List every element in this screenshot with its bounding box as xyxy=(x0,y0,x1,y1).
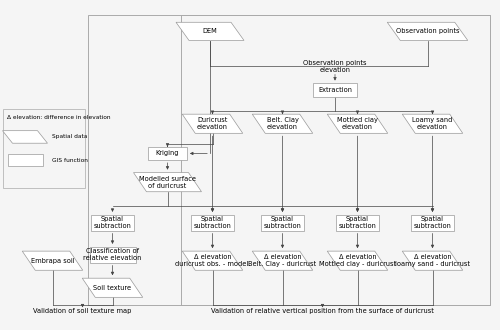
Text: Validation of relative vertical position from the surface of duricrust: Validation of relative vertical position… xyxy=(211,308,434,314)
Text: Observation points: Observation points xyxy=(396,28,459,34)
Bar xyxy=(90,247,136,263)
Text: Mottled clay
elevation: Mottled clay elevation xyxy=(337,117,378,130)
Polygon shape xyxy=(82,278,143,297)
Polygon shape xyxy=(134,173,202,192)
Text: Δ elevation
Belt. Clay - duricrust: Δ elevation Belt. Clay - duricrust xyxy=(248,254,316,267)
Polygon shape xyxy=(327,114,388,133)
Bar xyxy=(261,215,304,231)
Text: Spatial
subtraction: Spatial subtraction xyxy=(94,216,132,229)
Text: Spatial
subtraction: Spatial subtraction xyxy=(264,216,302,229)
Polygon shape xyxy=(2,131,48,143)
Polygon shape xyxy=(22,251,83,270)
Polygon shape xyxy=(252,114,313,133)
Text: Soil texture: Soil texture xyxy=(94,285,132,291)
Text: Δ elevation
Mottled clay - duricrust: Δ elevation Mottled clay - duricrust xyxy=(319,254,396,267)
Polygon shape xyxy=(327,251,388,270)
Text: Spatial
subtraction: Spatial subtraction xyxy=(338,216,376,229)
Polygon shape xyxy=(402,251,463,270)
Polygon shape xyxy=(176,22,244,40)
Text: Δ elevation: difference in elevation: Δ elevation: difference in elevation xyxy=(6,115,110,120)
Text: Modelled surface
of duricrust: Modelled surface of duricrust xyxy=(139,176,196,189)
Text: Duricrust
elevation: Duricrust elevation xyxy=(197,117,228,130)
Text: DEM: DEM xyxy=(202,28,218,34)
Bar xyxy=(8,154,42,166)
Text: Δ elevation
duricrust obs. - model.: Δ elevation duricrust obs. - model. xyxy=(175,254,250,267)
Text: GIS function: GIS function xyxy=(52,157,88,163)
Text: Belt. Clay
elevation: Belt. Clay elevation xyxy=(266,117,298,130)
Text: Δ elevation
loamy sand - duricrust: Δ elevation loamy sand - duricrust xyxy=(395,254,470,267)
Bar xyxy=(191,215,234,231)
Bar xyxy=(2,109,85,188)
Bar xyxy=(411,215,454,231)
Text: Extraction: Extraction xyxy=(318,87,352,93)
Text: Classification of
relative elevation: Classification of relative elevation xyxy=(84,248,141,261)
Bar xyxy=(336,215,379,231)
Bar xyxy=(91,215,134,231)
Bar xyxy=(313,83,357,97)
Text: Spatial data: Spatial data xyxy=(52,134,87,140)
Polygon shape xyxy=(387,22,468,40)
Text: Embrapa soil: Embrapa soil xyxy=(30,258,74,264)
Bar xyxy=(88,15,490,305)
Polygon shape xyxy=(402,114,463,133)
Text: Validation of soil texture map: Validation of soil texture map xyxy=(34,308,132,314)
Text: Spatial
subtraction: Spatial subtraction xyxy=(194,216,232,229)
Polygon shape xyxy=(182,251,243,270)
Polygon shape xyxy=(182,114,243,133)
Text: Loamy sand
elevation: Loamy sand elevation xyxy=(412,117,453,130)
Polygon shape xyxy=(252,251,313,270)
Text: Spatial
subtraction: Spatial subtraction xyxy=(414,216,452,229)
Bar xyxy=(181,15,490,305)
Text: Kriging: Kriging xyxy=(156,150,179,156)
Bar xyxy=(148,147,187,160)
Text: Observation points
elevation: Observation points elevation xyxy=(303,59,367,73)
